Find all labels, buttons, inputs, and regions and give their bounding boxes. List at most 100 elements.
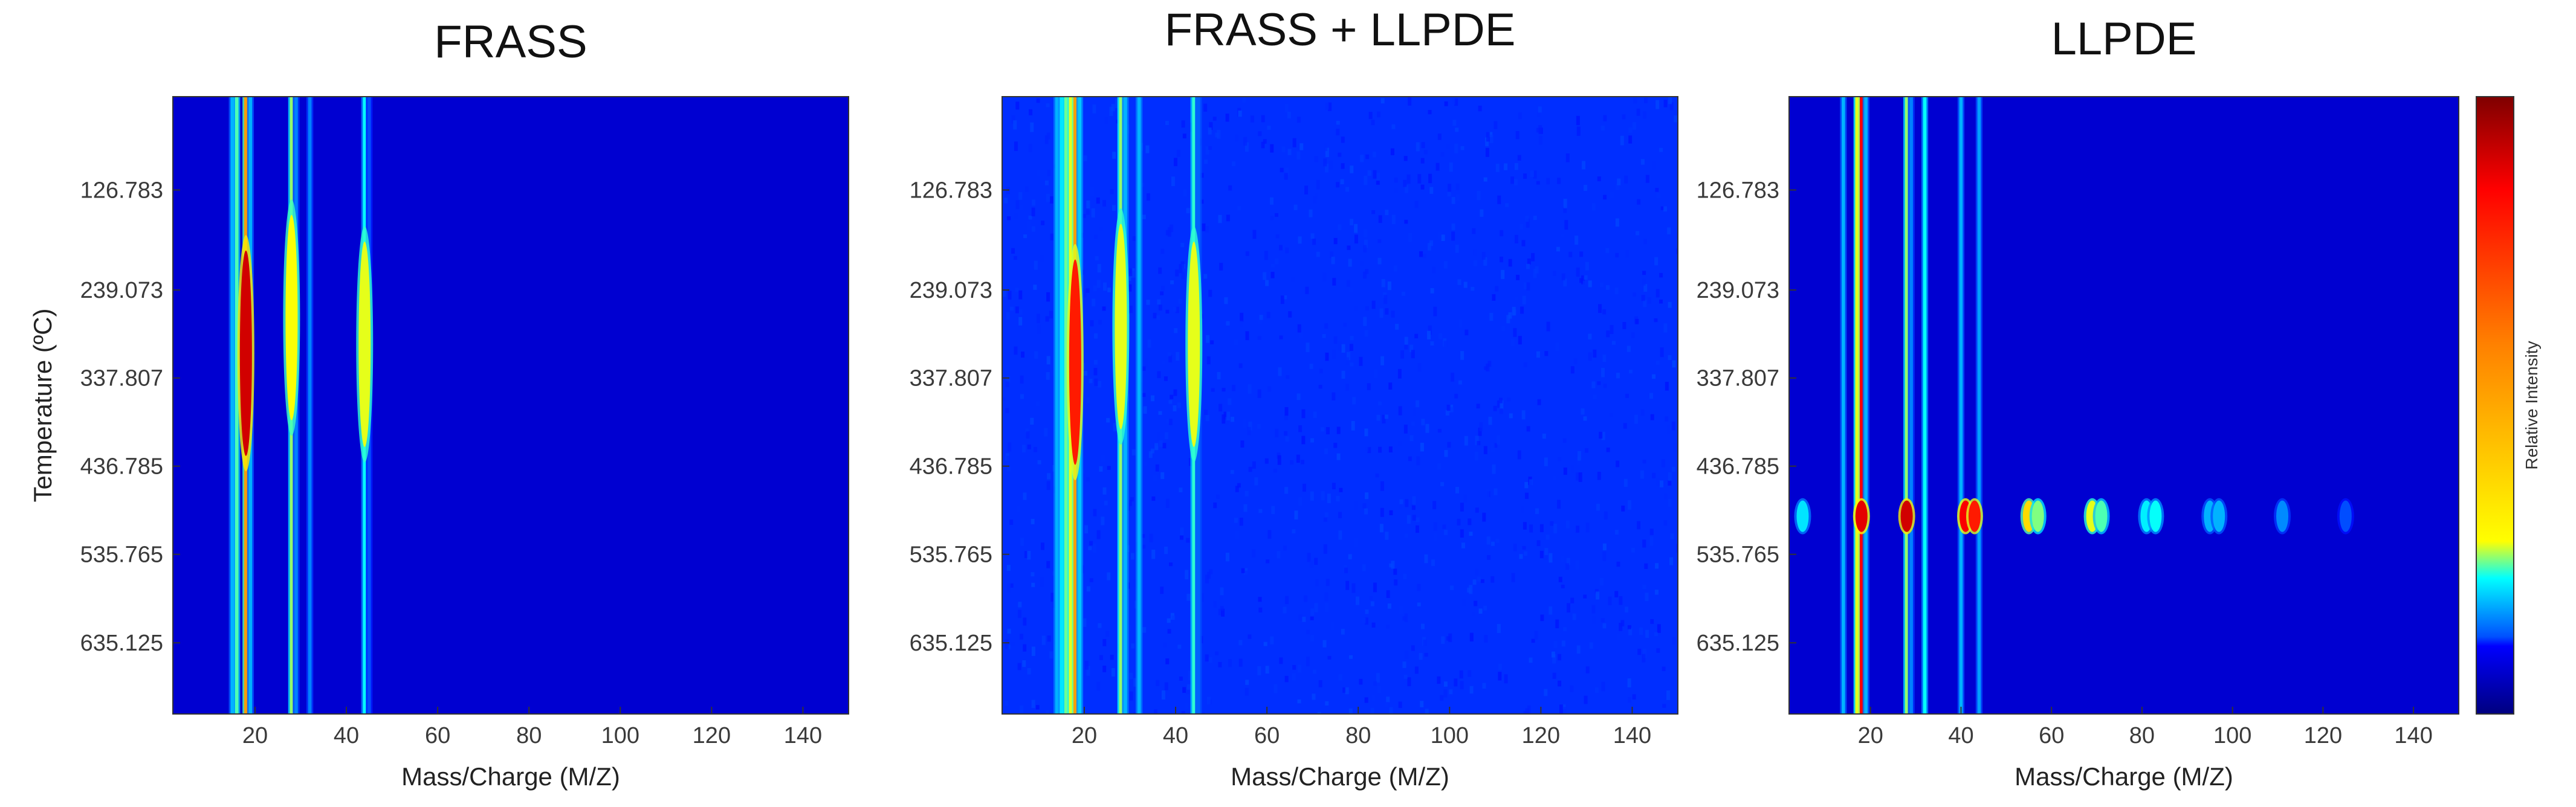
- noise-speck: [1404, 336, 1408, 345]
- noise-speck: [1411, 504, 1416, 510]
- mz-band: [230, 97, 235, 714]
- noise-speck: [1454, 678, 1458, 687]
- noise-speck: [1021, 445, 1026, 453]
- noise-speck: [1460, 681, 1464, 690]
- noise-speck: [1615, 218, 1619, 227]
- noise-speck: [1512, 306, 1516, 316]
- noise-speck: [1131, 643, 1135, 649]
- noise-speck: [1046, 103, 1050, 108]
- y-tick-label: 337.807: [1697, 366, 1779, 391]
- noise-speck: [1127, 274, 1131, 281]
- noise-speck: [1181, 120, 1185, 128]
- noise-speck: [1310, 438, 1315, 443]
- noise-speck: [1174, 158, 1178, 167]
- noise-speck: [1146, 193, 1150, 201]
- noise-speck: [1419, 251, 1423, 257]
- noise-speck: [1345, 687, 1349, 695]
- noise-speck: [1006, 312, 1010, 320]
- noise-speck: [1275, 258, 1279, 265]
- noise-speck: [1398, 118, 1402, 127]
- noise-speck: [1508, 259, 1512, 267]
- noise-speck: [1296, 393, 1301, 400]
- noise-speck: [1230, 470, 1234, 474]
- mz-band: [235, 97, 239, 714]
- noise-speck: [1398, 440, 1402, 446]
- noise-speck: [1020, 394, 1024, 399]
- noise-speck: [1628, 135, 1633, 144]
- noise-speck: [1157, 299, 1161, 305]
- noise-speck: [1028, 144, 1032, 152]
- noise-speck: [1403, 179, 1407, 187]
- noise-speck: [1203, 103, 1208, 112]
- noise-speck: [1217, 371, 1221, 380]
- noise-speck: [1659, 147, 1663, 152]
- noise-speck: [1578, 472, 1582, 482]
- noise-speck: [1348, 288, 1353, 293]
- bands-layer: [1840, 97, 1983, 714]
- y-axis: 126.783 239.073 337.807 436.785 535.765 635.1…: [910, 178, 1009, 656]
- noise-speck: [1175, 269, 1179, 277]
- noise-speck: [1385, 210, 1389, 216]
- noise-speck: [1141, 534, 1145, 538]
- noise-speck: [1666, 690, 1671, 700]
- noise-speck: [1615, 252, 1619, 258]
- noise-speck: [1298, 236, 1302, 244]
- noise-speck: [1563, 467, 1567, 475]
- noise-speck: [1284, 103, 1289, 112]
- noise-speck: [1205, 574, 1209, 584]
- noise-speck: [1490, 576, 1495, 583]
- noise-speck: [1041, 220, 1045, 225]
- noise-speck: [1324, 164, 1328, 173]
- noise-speck: [1486, 132, 1490, 142]
- noise-speck: [1309, 364, 1313, 369]
- noise-speck: [1652, 472, 1656, 478]
- noise-speck: [1597, 472, 1601, 480]
- x-tick-label: 40: [1948, 723, 1973, 748]
- y-tick-label: 635.125: [80, 631, 163, 656]
- noise-speck: [1370, 601, 1374, 606]
- noise-speck: [1086, 288, 1090, 293]
- noise-speck: [1046, 356, 1050, 365]
- noise-speck: [1351, 583, 1356, 593]
- noise-speck: [1399, 499, 1403, 504]
- noise-speck: [1495, 286, 1499, 292]
- noise-speck: [1271, 506, 1275, 515]
- noise-speck: [1341, 344, 1345, 353]
- noise-speck: [1170, 224, 1174, 233]
- noise-speck: [1552, 654, 1556, 664]
- noise-speck: [1095, 256, 1099, 261]
- noise-speck: [1165, 498, 1170, 508]
- noise-speck: [1513, 179, 1518, 185]
- noise-speck: [1584, 184, 1588, 191]
- noise-speck: [1105, 631, 1110, 637]
- noise-speck: [1476, 404, 1480, 409]
- noise-speck: [1405, 651, 1409, 659]
- noise-speck: [1643, 648, 1647, 658]
- noise-speck: [1384, 414, 1388, 419]
- noise-speck: [1006, 376, 1011, 383]
- noise-speck: [1310, 233, 1315, 239]
- noise-speck: [1245, 251, 1249, 256]
- noise-speck: [1257, 389, 1261, 398]
- noise-speck: [1637, 649, 1642, 655]
- noise-speck: [1403, 425, 1408, 434]
- noise-speck: [1327, 655, 1332, 660]
- noise-speck: [1292, 664, 1296, 670]
- noise-speck: [1338, 530, 1342, 540]
- noise-speck: [1635, 318, 1639, 324]
- noise-speck: [1044, 428, 1048, 437]
- noise-speck: [1448, 633, 1452, 643]
- noise-speck: [1264, 144, 1269, 150]
- noise-speck: [1576, 267, 1580, 277]
- noise-speck: [1428, 109, 1432, 115]
- noise-speck: [1219, 263, 1223, 271]
- noise-speck: [1173, 405, 1177, 411]
- noise-speck: [1044, 135, 1049, 144]
- noise-speck: [1531, 252, 1535, 262]
- noise-speck: [1644, 97, 1648, 104]
- noise-speck: [1521, 240, 1526, 246]
- noise-speck: [1533, 216, 1537, 220]
- noise-speck: [1591, 605, 1596, 614]
- noise-speck: [1238, 658, 1243, 667]
- noise-speck: [1082, 214, 1086, 218]
